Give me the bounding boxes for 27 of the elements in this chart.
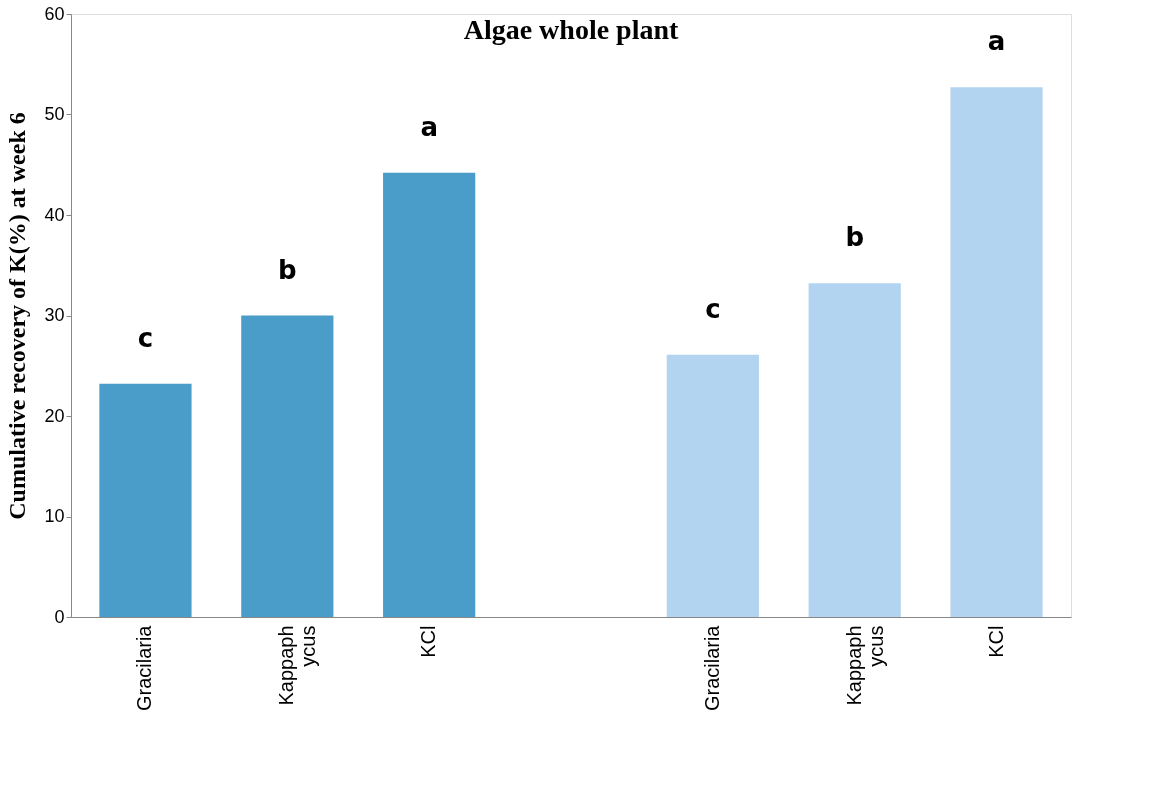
data-label: b (278, 254, 297, 285)
data-label: a (987, 26, 1006, 57)
bar (99, 383, 192, 617)
y-tick-label: 40 (44, 204, 65, 225)
chart-title: Algae whole plant (463, 14, 680, 45)
data-label: a (420, 111, 438, 142)
x-tick-label: KCl (417, 625, 440, 658)
y-tick-label: 0 (54, 606, 65, 627)
bar (950, 87, 1043, 617)
y-tick-label: 20 (44, 405, 65, 426)
x-tick-label: Gracilaria (700, 624, 723, 712)
y-axis-title: Cumulative recovery of K(%) at week 6 (4, 112, 31, 520)
y-tick-label: 10 (44, 506, 65, 526)
data-label: b (845, 222, 864, 253)
bar (383, 172, 476, 617)
x-tick-label: Gracilaria (133, 624, 156, 712)
x-tick-label: Kappaph ycus (275, 625, 320, 706)
data-label: c (137, 322, 154, 353)
bar (666, 354, 759, 617)
x-tick-label: Kappaph ycus (842, 625, 887, 706)
data-label: c (705, 293, 721, 324)
bar (241, 315, 334, 617)
x-tick-label: KCl (984, 625, 1007, 658)
y-tick-label: 30 (44, 305, 65, 325)
y-tick-label: 50 (44, 104, 65, 124)
bar (808, 283, 901, 617)
y-tick-label: 60 (44, 3, 65, 24)
